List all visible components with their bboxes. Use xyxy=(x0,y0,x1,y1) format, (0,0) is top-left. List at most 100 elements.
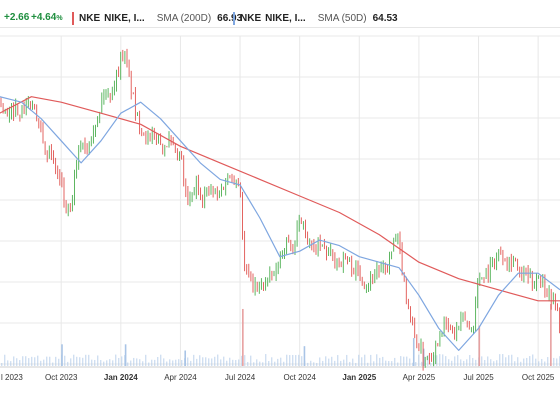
volume-bar xyxy=(73,354,75,366)
volume-bar xyxy=(301,356,303,366)
volume-bar xyxy=(181,360,183,366)
volume-bar xyxy=(550,304,552,366)
volume-bar xyxy=(223,356,225,366)
volume-bar xyxy=(328,358,330,366)
volume-bar xyxy=(475,359,477,366)
volume-bar xyxy=(226,360,228,366)
volume-bar xyxy=(133,357,135,366)
volume-bar xyxy=(439,354,441,366)
volume-bar xyxy=(292,354,294,366)
percent-sign: % xyxy=(56,15,63,22)
volume-bar xyxy=(303,346,306,366)
volume-bar xyxy=(490,359,492,366)
volume-bar xyxy=(211,358,213,366)
volume-bar xyxy=(289,355,291,366)
volume-bar xyxy=(448,359,450,366)
volume-bar xyxy=(313,362,315,366)
volume-bar xyxy=(391,361,393,366)
volume-bar xyxy=(319,357,321,366)
volume-bar xyxy=(376,354,378,366)
volume-bar xyxy=(460,359,462,366)
volume-bar xyxy=(175,359,177,366)
volume-bar xyxy=(352,358,354,366)
volume-bar xyxy=(238,359,240,366)
volume-bar xyxy=(55,356,57,366)
volume-bar xyxy=(436,355,438,366)
volume-bar xyxy=(424,356,426,366)
volume-bar xyxy=(373,361,375,366)
legend-item-sma50[interactable]: NKE NIKE, I... SMA (50D) 64.53 xyxy=(233,12,398,25)
volume-bar xyxy=(442,354,444,366)
volume-bar xyxy=(529,356,531,366)
volume-bar xyxy=(232,359,234,366)
volume-bar xyxy=(217,354,219,366)
volume-bar xyxy=(445,356,447,366)
volume-bar xyxy=(127,362,129,366)
x-axis-tick-label: l 2023 xyxy=(1,373,23,382)
volume-bar xyxy=(13,356,15,366)
volume-bar xyxy=(97,355,99,366)
volume-bar xyxy=(169,359,171,366)
volume-bar xyxy=(250,355,252,366)
volume-bar xyxy=(505,357,507,366)
volume-bar xyxy=(298,354,300,366)
volume-bar xyxy=(382,356,384,366)
volume-bar xyxy=(337,355,339,366)
volume-bar xyxy=(1,362,3,366)
volume-bar xyxy=(493,361,495,366)
volume-bar xyxy=(208,358,210,366)
volume-bar xyxy=(256,359,258,366)
volume-bar xyxy=(331,356,333,366)
volume-bar xyxy=(151,359,153,366)
volume-bar xyxy=(178,359,180,366)
volume-bar xyxy=(427,354,429,366)
x-axis-tick-label: Oct 2024 xyxy=(283,373,316,382)
volume-bar xyxy=(400,356,402,366)
legend-item-sma200[interactable]: NKE NIKE, I... SMA (200D) 66.93 xyxy=(72,12,242,25)
volume-bar xyxy=(79,357,81,366)
volume-bar xyxy=(199,355,201,366)
price-change-percent-value: +4.64 xyxy=(31,12,57,23)
volume-bar xyxy=(322,360,324,366)
volume-bar xyxy=(547,357,549,366)
volume-bar xyxy=(139,359,141,366)
x-axis-tick-label: Oct 2025 xyxy=(522,373,555,382)
volume-bar xyxy=(325,356,327,366)
volume-bar xyxy=(544,361,546,366)
volume-bar xyxy=(22,356,24,366)
volume-bar xyxy=(526,357,528,366)
volume-bar xyxy=(409,358,411,366)
volume-bar xyxy=(403,356,405,366)
volume-bar xyxy=(67,361,69,366)
moving-average-lines xyxy=(0,96,560,351)
legend-indicator-label: SMA (50D) xyxy=(317,13,367,25)
volume-bar xyxy=(508,355,510,366)
volume-bar xyxy=(268,361,270,366)
volume-bar xyxy=(364,354,366,366)
volume-bar xyxy=(103,361,105,366)
volume-bar xyxy=(166,361,168,366)
volume-bar xyxy=(34,357,36,366)
legend-indicator-label: SMA (200D) xyxy=(156,13,212,25)
volume-bar xyxy=(355,362,357,366)
volume-bar xyxy=(70,358,72,366)
volume-bar xyxy=(109,359,111,366)
volume-bar xyxy=(88,354,90,366)
volume-bar xyxy=(334,360,336,366)
volume-bar xyxy=(283,361,285,366)
volume-bar xyxy=(124,344,127,366)
volume-bar xyxy=(532,354,534,366)
volume-bar xyxy=(172,360,174,366)
sma50-line xyxy=(0,96,560,351)
volume-bar xyxy=(118,357,120,366)
volume-bar xyxy=(484,359,486,366)
volume-bar xyxy=(415,362,417,366)
volume-bar xyxy=(25,356,27,366)
volume-bar xyxy=(241,355,243,366)
volume-bar xyxy=(556,358,558,366)
volume-bar xyxy=(286,354,288,366)
volume-bar xyxy=(481,356,483,366)
volume-bar xyxy=(277,358,279,366)
x-axis-tick-label: Jul 2024 xyxy=(225,373,256,382)
